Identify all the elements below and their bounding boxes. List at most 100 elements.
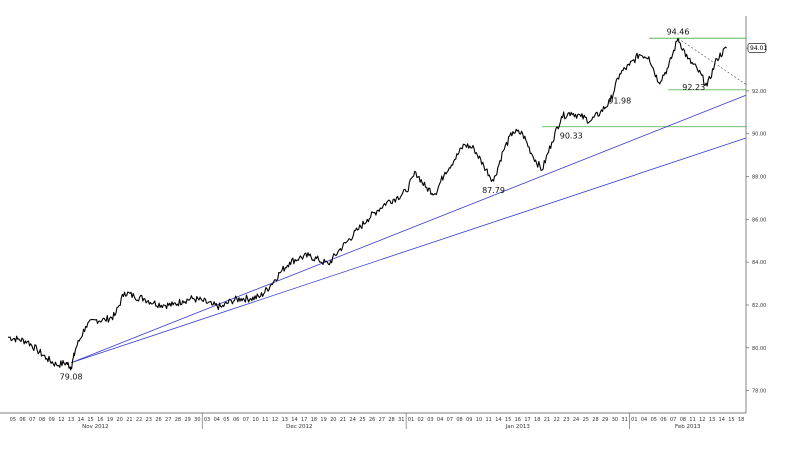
- x-tick-label: 25: [583, 417, 589, 423]
- x-tick-label: 11: [689, 417, 695, 423]
- x-tick-label: 02: [418, 417, 424, 423]
- x-tick-label: 01: [408, 417, 414, 423]
- x-tick-label: 07: [670, 417, 676, 423]
- series-line-0: [7, 37, 727, 371]
- x-tick-label: 17: [301, 417, 307, 423]
- y-tick-label: 84.00: [752, 260, 766, 266]
- x-tick-label: 14: [291, 417, 297, 423]
- y-tick-label: 78.00: [752, 389, 766, 395]
- x-tick-label: 14: [78, 417, 84, 423]
- month-label: Nov 2012: [82, 424, 108, 430]
- x-tick-label: 13: [282, 417, 288, 423]
- y-tick-label: 86.00: [752, 217, 766, 223]
- x-tick-label: 28: [592, 417, 598, 423]
- x-tick-label: 07: [447, 417, 453, 423]
- x-tick-label: 10: [252, 417, 258, 423]
- x-tick-label: 12: [58, 417, 64, 423]
- dashed-line-0: [677, 37, 747, 85]
- x-tick-label: 29: [602, 417, 608, 423]
- last-value-label: 94.01: [750, 45, 767, 52]
- x-tick-label: 29: [184, 417, 190, 423]
- annotation-label: 92.23: [682, 83, 705, 92]
- x-tick-label: 23: [146, 417, 152, 423]
- x-tick-label: 14: [495, 417, 501, 423]
- x-tick-label: 06: [660, 417, 666, 423]
- x-tick-label: 12: [699, 417, 705, 423]
- x-tick-label: 08: [39, 417, 45, 423]
- horizontal-levels: [542, 37, 746, 128]
- x-tick-label: 26: [155, 417, 161, 423]
- x-tick-label: 05: [223, 417, 229, 423]
- x-tick-label: 30: [612, 417, 618, 423]
- x-tick-label: 25: [359, 417, 365, 423]
- x-tick-label: 06: [19, 417, 25, 423]
- x-tick-label: 03: [204, 417, 210, 423]
- annotations: 79.08 87.79 90.33 91.98 94.46 92.23: [60, 27, 705, 381]
- x-tick-label: 12: [272, 417, 278, 423]
- x-tick-label: 09: [49, 417, 55, 423]
- x-tick-label: 27: [379, 417, 385, 423]
- x-tick-label: 31: [398, 417, 404, 423]
- x-tick-label: 28: [388, 417, 394, 423]
- annotation-label: 90.33: [560, 132, 583, 141]
- y-tick-label: 88.00: [752, 175, 766, 181]
- x-tick-label: 07: [243, 417, 249, 423]
- annotation-label: 87.79: [482, 186, 505, 195]
- x-tick-label: 15: [87, 417, 93, 423]
- annotation-label: 91.98: [608, 96, 631, 105]
- x-tick-label: 16: [97, 417, 103, 423]
- x-tick-label: 14: [719, 417, 725, 423]
- trendline-0: [70, 94, 747, 364]
- last-value-box: [747, 43, 767, 53]
- x-tick-label: 20: [116, 417, 122, 423]
- x-tick-label: 30: [194, 417, 200, 423]
- x-tick-label: 05: [651, 417, 657, 423]
- x-tick-label: 31: [621, 417, 627, 423]
- x-tick-label: 23: [563, 417, 569, 423]
- x-tick-label: 21: [544, 417, 550, 423]
- x-tick-label: 24: [573, 417, 579, 423]
- x-tick-label: 21: [126, 417, 132, 423]
- x-tick-label: 18: [311, 417, 317, 423]
- price-series: [7, 37, 727, 371]
- y-tick-label: 90.00: [752, 132, 766, 138]
- trendlines: [70, 94, 747, 364]
- x-tick-label: 10: [476, 417, 482, 423]
- x-tick-label: 04: [214, 417, 220, 423]
- x-tick-label: 04: [641, 417, 647, 423]
- x-tick-label: 07: [29, 417, 35, 423]
- x-tick-label: 06: [233, 417, 239, 423]
- x-tick-label: 13: [709, 417, 715, 423]
- x-tick-label: 24: [350, 417, 356, 423]
- x-tick-label: 21: [340, 417, 346, 423]
- x-tick-label: 11: [485, 417, 491, 423]
- x-tick-label: 03: [427, 417, 433, 423]
- x-tick-label: 27: [165, 417, 171, 423]
- annotation-label: 94.46: [667, 27, 690, 36]
- x-tick-label: 16: [515, 417, 521, 423]
- x-tick-label: 15: [728, 417, 734, 423]
- x-axis: 05 06 07 08 09 12 13 14 15 16 19 20 21 22 23 26 27 28 29 30…: [0, 412, 746, 430]
- dashed-lines: [677, 37, 747, 85]
- x-tick-label: 01: [631, 417, 637, 423]
- x-tick-label: 08: [680, 417, 686, 423]
- x-tick-label: 17: [524, 417, 530, 423]
- x-tick-label: 13: [68, 417, 74, 423]
- x-tick-label: 26: [369, 417, 375, 423]
- x-tick-label: 28: [175, 417, 181, 423]
- x-tick-label: 04: [437, 417, 443, 423]
- y-tick-label: 92.00: [752, 89, 766, 95]
- x-tick-label: 11: [262, 417, 268, 423]
- x-tick-label: 20: [330, 417, 336, 423]
- month-label: Jan 2013: [505, 424, 531, 430]
- x-tick-label: 19: [107, 417, 113, 423]
- last-value-marker: 94.01: [747, 43, 767, 53]
- month-label: Feb 2013: [675, 424, 701, 430]
- annotation-label: 79.08: [60, 372, 83, 381]
- y-tick-label: 82.00: [752, 303, 766, 309]
- month-label: Dec 2012: [286, 424, 312, 430]
- x-tick-label: 05: [10, 417, 16, 423]
- x-tick-label: 19: [320, 417, 326, 423]
